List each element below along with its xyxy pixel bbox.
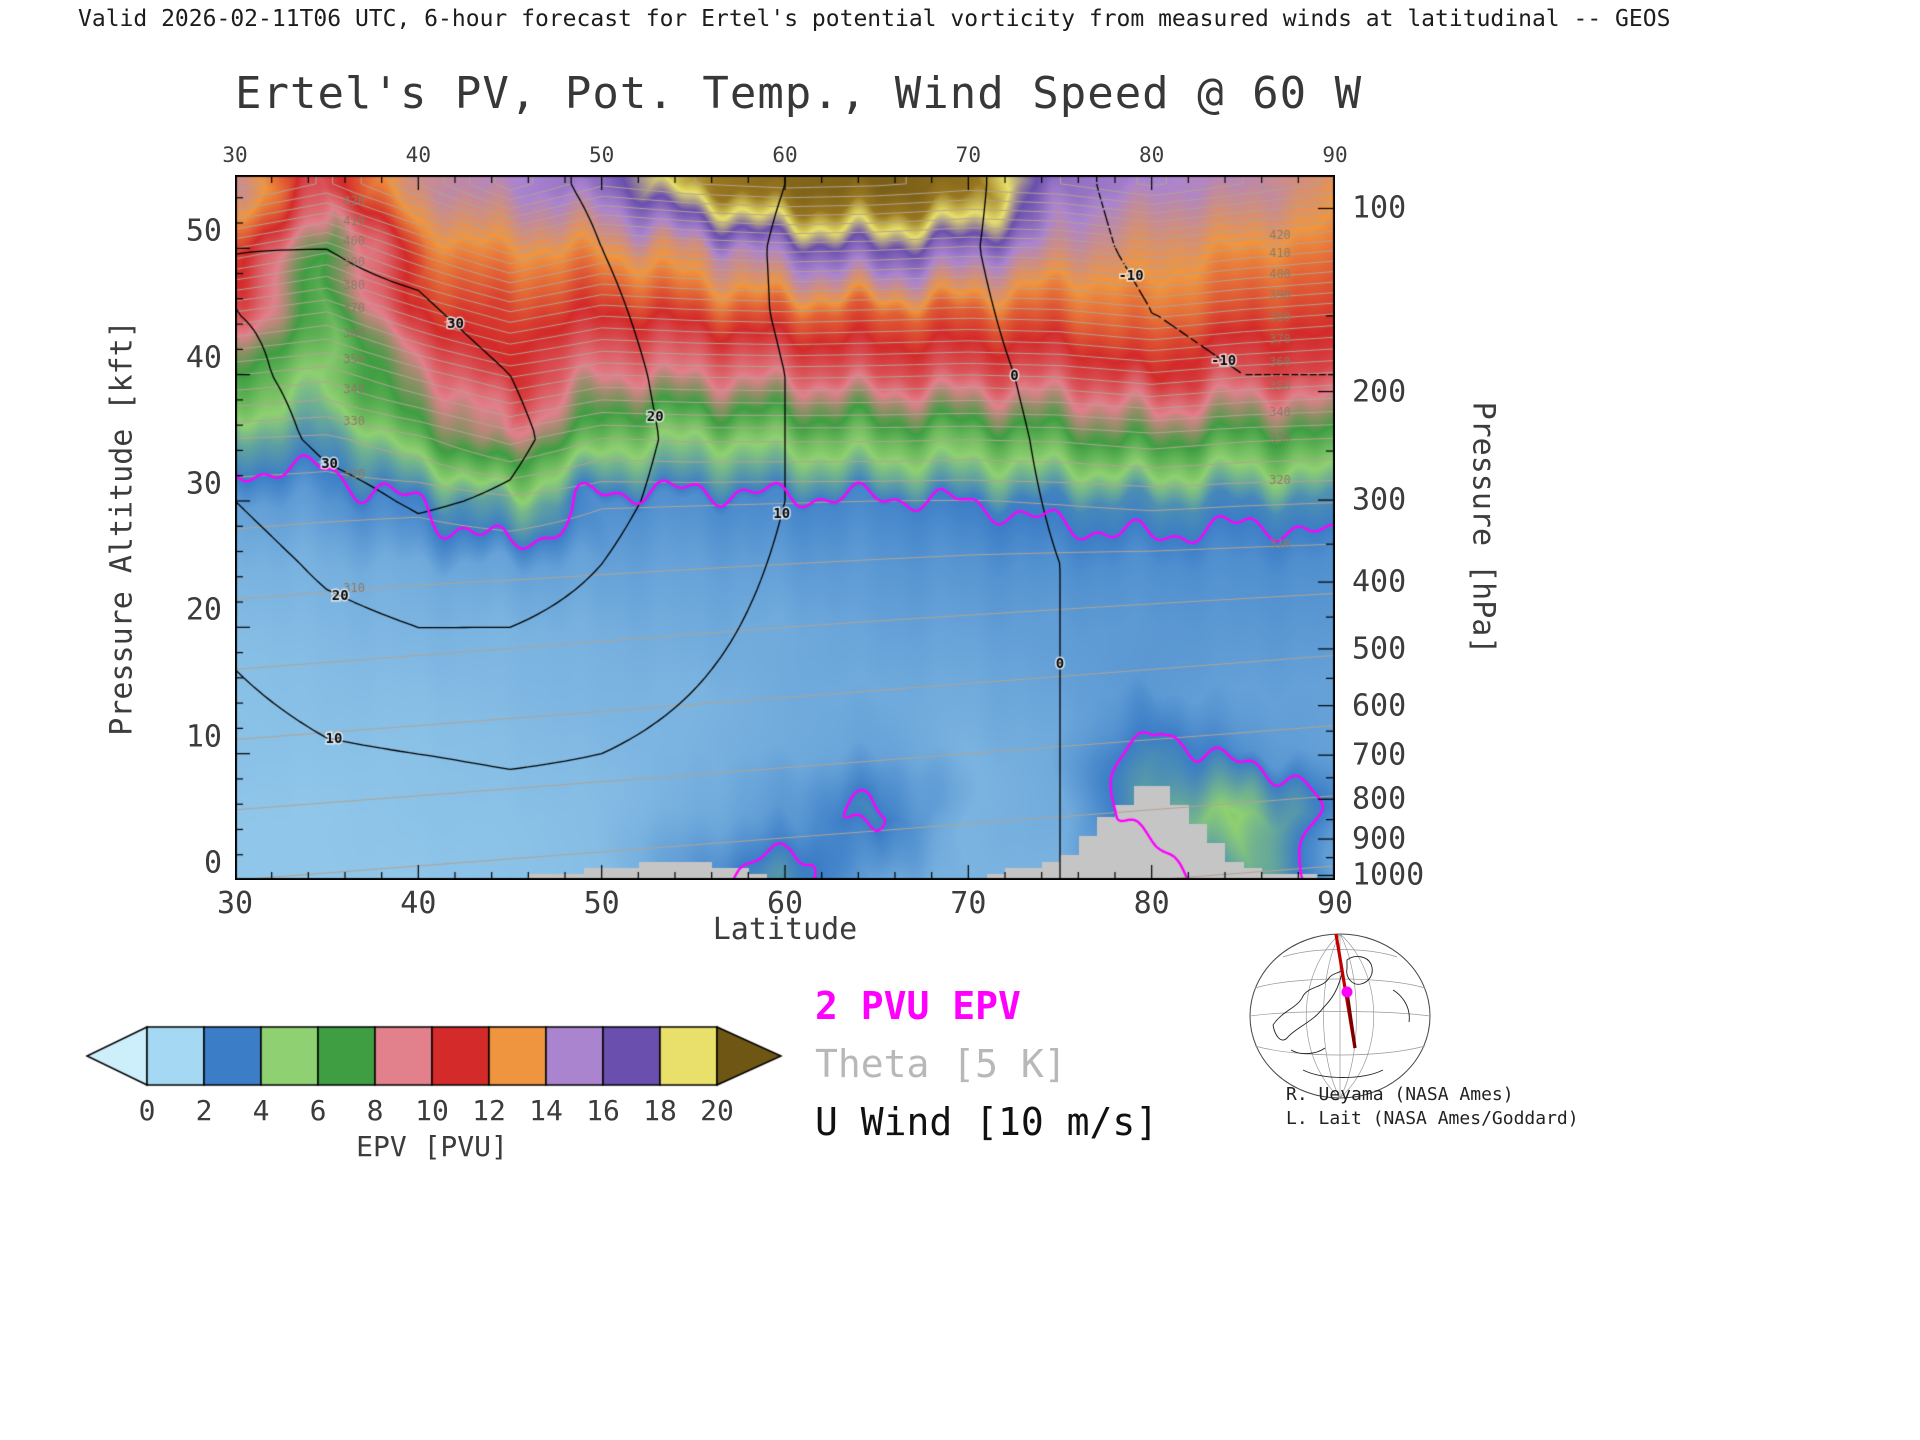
- colorbar-tick-label: 10: [415, 1094, 449, 1127]
- colorbar-tick-label: 8: [366, 1094, 384, 1127]
- colorbar-tick-label: 12: [472, 1094, 506, 1127]
- legend-uwind-contours: U Wind [10 m/s]: [815, 1100, 1159, 1144]
- pressure-tick-label: 800: [1352, 781, 1407, 817]
- x-tick-label: 30: [216, 886, 254, 921]
- x-top-tick-label: 40: [405, 143, 431, 167]
- legend-2pvu-line: 2 PVU EPV: [815, 984, 1021, 1028]
- credit-line-1: R. Ueyama (NASA Ames): [1286, 1084, 1514, 1105]
- x-top-tick-label: 90: [1322, 143, 1348, 167]
- plot-title: Ertel's PV, Pot. Temp., Wind Speed @ 60 …: [235, 68, 1363, 119]
- pressure-tick-label: 400: [1352, 564, 1407, 600]
- cross-section-meridian-line-lower: [1345, 991, 1357, 1049]
- x-top-tick-label: 60: [772, 143, 798, 167]
- x-tick-label: 70: [950, 886, 987, 921]
- y-left-tick-label: 20: [185, 592, 222, 628]
- colorbar-canvas: [85, 1025, 785, 1089]
- colorbar-tick-label: 2: [195, 1094, 213, 1127]
- x-tick-label: 40: [400, 886, 437, 921]
- colorbar-tick-label: 0: [138, 1094, 156, 1127]
- colorbar-label: EPV [PVU]: [356, 1130, 508, 1163]
- y-left-tick-label: 50: [185, 213, 222, 249]
- map-inset: [1249, 933, 1431, 1099]
- y-axis-label-right: Pressure [hPa]: [1465, 401, 1501, 655]
- pressure-tick-label: 600: [1352, 688, 1407, 724]
- x-tick-label: 80: [1133, 886, 1170, 921]
- x-top-tick-label: 30: [222, 143, 248, 167]
- location-dot: [1341, 986, 1353, 998]
- y-left-tick-label: 40: [185, 340, 222, 376]
- pressure-tick-label: 200: [1352, 374, 1407, 410]
- pressure-tick-label: 500: [1352, 631, 1407, 667]
- colorbar-tick-label: 6: [309, 1094, 327, 1127]
- x-axis-label: Latitude: [712, 912, 858, 947]
- forecast-valid-line: Valid 2026-02-11T06 UTC, 6-hour forecast…: [78, 6, 1671, 32]
- y-axis-label-left: Pressure Altitude [kft]: [104, 320, 140, 736]
- colorbar-tick-label: 18: [643, 1094, 677, 1127]
- y-left-tick-label: 30: [185, 466, 222, 502]
- x-top-tick-label: 50: [589, 143, 615, 167]
- legend-theta-contours: Theta [5 K]: [815, 1042, 1067, 1086]
- colorbar-tick-label: 14: [529, 1094, 563, 1127]
- pressure-tick-label: 300: [1352, 482, 1407, 518]
- colorbar-tick-label: 20: [700, 1094, 734, 1127]
- pressure-tick-label: 700: [1352, 737, 1407, 773]
- x-tick-label: 90: [1316, 886, 1354, 921]
- x-top-tick-label: 70: [955, 143, 981, 167]
- pressure-tick-label: 900: [1352, 821, 1407, 857]
- pressure-tick-label: 100: [1352, 190, 1407, 226]
- y-left-tick-label: 10: [185, 719, 222, 755]
- y-left-tick-label: 0: [203, 845, 222, 881]
- x-tick-label: 50: [583, 886, 620, 921]
- pressure-tick-label: 1000: [1352, 857, 1425, 893]
- x-tick-label: 60: [766, 886, 804, 921]
- x-top-tick-label: 80: [1139, 143, 1165, 167]
- credit-line-2: L. Lait (NASA Ames/Goddard): [1286, 1108, 1579, 1129]
- cross-section-canvas: [235, 175, 1335, 880]
- colorbar-tick-label: 16: [586, 1094, 620, 1127]
- colorbar-tick-label: 4: [252, 1094, 270, 1127]
